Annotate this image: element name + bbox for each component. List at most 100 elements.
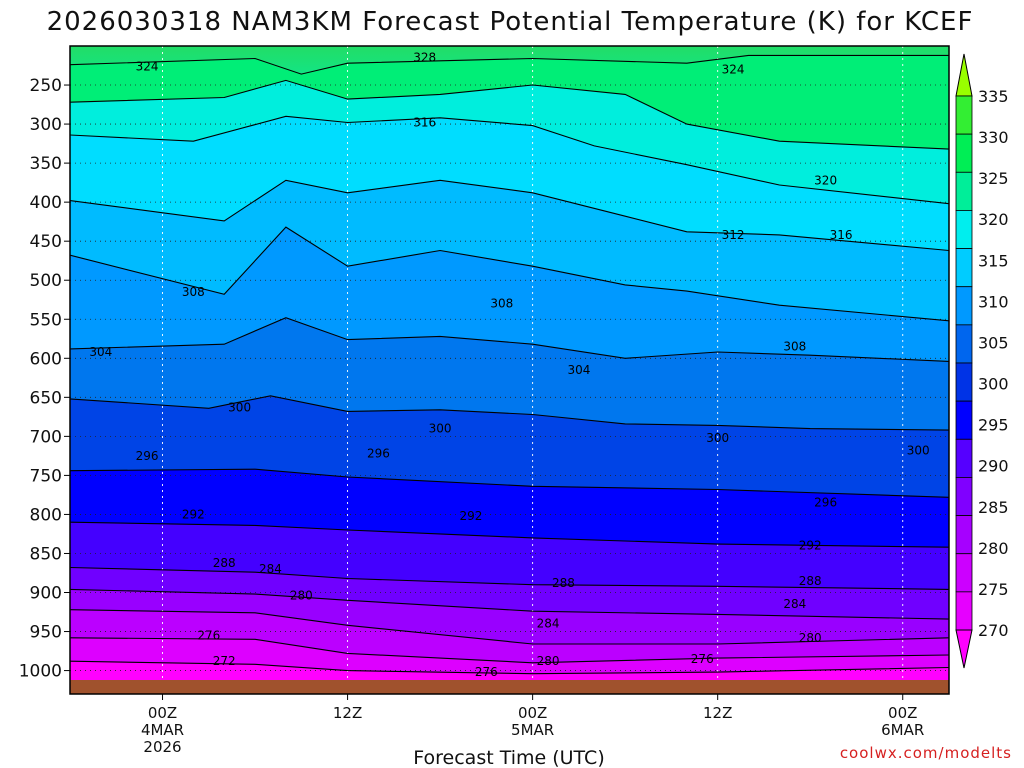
theta-band bbox=[70, 469, 949, 548]
y-tick-label: 600 bbox=[30, 349, 62, 369]
colorbar-segment bbox=[955, 95, 973, 135]
y-tick-label: 250 bbox=[30, 76, 62, 96]
y-tick-label: 650 bbox=[30, 388, 62, 408]
contour-label: 284 bbox=[783, 597, 806, 611]
isentrope-280 bbox=[70, 609, 949, 645]
theta-band bbox=[70, 522, 949, 590]
isentrope-300 bbox=[70, 395, 949, 431]
contour-label: 272 bbox=[213, 654, 236, 668]
contour-label: 276 bbox=[691, 652, 714, 666]
colorbar-label: 330 bbox=[978, 128, 1009, 147]
contour-label: 276 bbox=[475, 665, 498, 679]
colorbar-segment bbox=[955, 286, 973, 326]
contour-label: 288 bbox=[799, 574, 822, 588]
theta-band bbox=[70, 589, 949, 644]
theta-band bbox=[70, 55, 949, 150]
colorbar-segment bbox=[955, 362, 973, 402]
contour-label: 280 bbox=[290, 589, 313, 603]
y-tick-label: 450 bbox=[30, 232, 62, 252]
isentrope-312 bbox=[70, 179, 949, 252]
y-tick-label: 750 bbox=[30, 466, 62, 486]
colorbar-label: 285 bbox=[978, 498, 1009, 517]
contour-label: 300 bbox=[706, 431, 729, 445]
colorbar-segment bbox=[955, 515, 973, 555]
colorbar-segment bbox=[955, 171, 973, 211]
contour-label: 304 bbox=[567, 363, 590, 377]
colorbar: 270 275 280 285 290 295 300 305 310 315 320 325 330 3… bbox=[955, 53, 1009, 669]
colorbar-label: 290 bbox=[978, 457, 1009, 476]
contour-label: 280 bbox=[799, 631, 822, 645]
isentrope-272 bbox=[70, 660, 949, 675]
x-tick-label: 2026 bbox=[143, 738, 181, 756]
chart-title: 2026030318 NAM3KM Forecast Potential Tem… bbox=[47, 7, 974, 37]
isentrope-276 bbox=[70, 637, 949, 664]
y-tick-label: 400 bbox=[30, 193, 62, 213]
y-tick-label: 900 bbox=[30, 584, 62, 604]
contour-label: 292 bbox=[182, 507, 205, 521]
contour-label: 300 bbox=[429, 422, 452, 436]
x-tick-label: 12Z bbox=[333, 704, 362, 722]
colorbar-segment bbox=[955, 553, 973, 593]
y-tick-label: 950 bbox=[30, 623, 62, 643]
colorbar-segment bbox=[955, 324, 973, 364]
contour-label: 288 bbox=[213, 556, 236, 570]
isentrope-292 bbox=[70, 521, 949, 548]
colorbar-label: 325 bbox=[978, 169, 1009, 188]
surface-terrain bbox=[70, 680, 949, 694]
contour-label: 300 bbox=[228, 400, 251, 414]
credit-text[interactable]: coolwx.com/modelts bbox=[840, 744, 1012, 762]
contour-label: 316 bbox=[830, 228, 853, 242]
y-tick-label: 850 bbox=[30, 544, 62, 564]
contour-label: 320 bbox=[814, 173, 837, 187]
contour-label: 312 bbox=[722, 228, 745, 242]
colorbar-label: 280 bbox=[978, 539, 1009, 558]
colorbar-segment bbox=[955, 133, 973, 173]
contour-label: 284 bbox=[537, 617, 560, 631]
isentrope-284 bbox=[70, 588, 949, 620]
colorbar-segment bbox=[955, 400, 973, 440]
y-tick-label: 300 bbox=[30, 115, 62, 135]
contour-label: 308 bbox=[182, 285, 205, 299]
contour-label: 292 bbox=[459, 509, 482, 523]
contour-label: 308 bbox=[783, 340, 806, 354]
contour-label: 316 bbox=[413, 116, 436, 130]
colorbar-segment bbox=[955, 248, 973, 288]
colorbar-bottom-arrow bbox=[955, 629, 973, 669]
colorbar-label: 275 bbox=[978, 580, 1009, 599]
y-tick-label: 500 bbox=[30, 271, 62, 291]
x-tick-label: 00Z bbox=[888, 704, 917, 722]
isentrope-320 bbox=[70, 79, 949, 150]
isentrope-296 bbox=[70, 468, 949, 498]
colorbar-label: 335 bbox=[978, 87, 1009, 106]
contour-label: 276 bbox=[197, 628, 220, 642]
colorbar-top-arrow bbox=[955, 53, 973, 97]
y-tick-label: 350 bbox=[30, 154, 62, 174]
plot-frame bbox=[69, 45, 950, 695]
isentrope-324 bbox=[70, 54, 949, 75]
isentrope-288 bbox=[70, 566, 949, 590]
colorbar-segment bbox=[955, 477, 973, 516]
theta-band bbox=[70, 180, 949, 321]
x-tick-label: 6MAR bbox=[881, 721, 924, 739]
theta-band bbox=[70, 116, 949, 251]
contour-label: 296 bbox=[367, 447, 390, 461]
x-tick-label: 12Z bbox=[703, 704, 732, 722]
colorbar-label: 300 bbox=[978, 375, 1009, 394]
x-tick-label: 5MAR bbox=[511, 721, 554, 739]
theta-band bbox=[70, 317, 949, 431]
isentrope-316 bbox=[70, 115, 949, 205]
contour-label: 324 bbox=[722, 62, 745, 76]
theta-band bbox=[70, 567, 949, 620]
contour-label: 296 bbox=[814, 496, 837, 510]
isentrope-304 bbox=[70, 317, 949, 362]
y-tick-label: 1000 bbox=[19, 662, 62, 682]
colorbar-label: 295 bbox=[978, 416, 1009, 435]
contour-label: 328 bbox=[413, 51, 436, 65]
contour-label: 308 bbox=[490, 297, 513, 311]
colorbar-segment bbox=[955, 591, 973, 631]
colorbar-label: 315 bbox=[978, 251, 1009, 270]
x-axis-label: Forecast Time (UTC) bbox=[413, 747, 604, 768]
colorbar-segment bbox=[955, 210, 973, 249]
